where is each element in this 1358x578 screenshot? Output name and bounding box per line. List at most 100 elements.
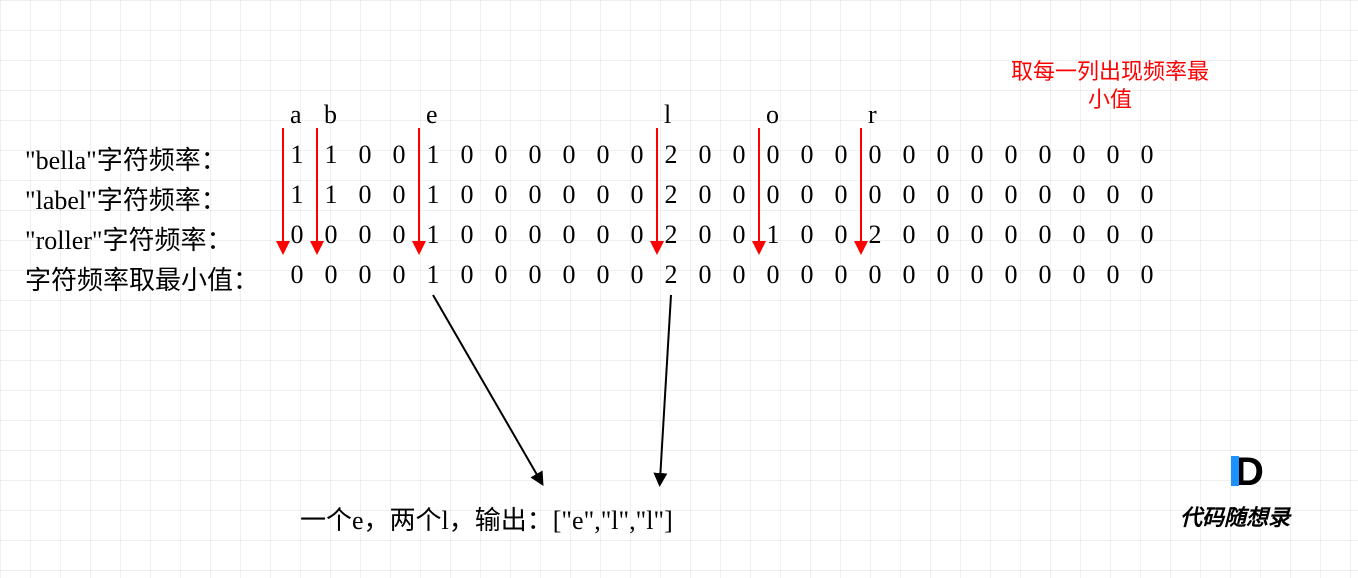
cell-3-7: 0 xyxy=(518,260,552,290)
column-header-b: b xyxy=(324,100,337,130)
cell-1-9: 0 xyxy=(586,180,620,210)
cell-0-2: 0 xyxy=(348,140,382,170)
cell-0-9: 0 xyxy=(586,140,620,170)
cell-0-6: 0 xyxy=(484,140,518,170)
cell-0-15: 0 xyxy=(790,140,824,170)
cell-1-3: 0 xyxy=(382,180,416,210)
cell-3-0: 0 xyxy=(280,260,314,290)
cell-2-22: 0 xyxy=(1028,220,1062,250)
cell-3-8: 0 xyxy=(552,260,586,290)
cell-0-13: 0 xyxy=(722,140,756,170)
annotation-line2: 小值 xyxy=(1088,87,1132,112)
column-header-e: e xyxy=(426,100,438,130)
cell-0-22: 0 xyxy=(1028,140,1062,170)
cell-1-16: 0 xyxy=(824,180,858,210)
cell-2-0: 0 xyxy=(280,220,314,250)
freq-row-2: 00001000000200100200000000 xyxy=(280,220,1164,250)
cell-1-6: 0 xyxy=(484,180,518,210)
cell-3-22: 0 xyxy=(1028,260,1062,290)
cell-3-6: 0 xyxy=(484,260,518,290)
cell-1-12: 0 xyxy=(688,180,722,210)
column-header-r: r xyxy=(868,100,877,130)
cell-0-8: 0 xyxy=(552,140,586,170)
row-label-0: "bella"字符频率： xyxy=(25,140,227,177)
cell-1-25: 0 xyxy=(1130,180,1164,210)
row-label-2: "roller"字符频率： xyxy=(25,220,233,257)
cell-3-24: 0 xyxy=(1096,260,1130,290)
cell-3-21: 0 xyxy=(994,260,1028,290)
cell-0-17: 0 xyxy=(858,140,892,170)
cell-3-14: 0 xyxy=(756,260,790,290)
cell-2-20: 0 xyxy=(960,220,994,250)
cell-2-6: 0 xyxy=(484,220,518,250)
cell-2-11: 2 xyxy=(654,220,688,250)
cell-2-24: 0 xyxy=(1096,220,1130,250)
freq-row-0: 11001000000200000000000000 xyxy=(280,140,1164,170)
cell-2-25: 0 xyxy=(1130,220,1164,250)
watermark-logo: D xyxy=(1235,450,1264,495)
cell-1-8: 0 xyxy=(552,180,586,210)
cell-2-5: 0 xyxy=(450,220,484,250)
cell-2-4: 1 xyxy=(416,220,450,250)
annotation-line1: 取每一列出现频率最 xyxy=(1011,59,1209,84)
cell-1-20: 0 xyxy=(960,180,994,210)
cell-0-16: 0 xyxy=(824,140,858,170)
cell-3-17: 0 xyxy=(858,260,892,290)
cell-2-17: 2 xyxy=(858,220,892,250)
cell-0-10: 0 xyxy=(620,140,654,170)
cell-0-18: 0 xyxy=(892,140,926,170)
cell-3-5: 0 xyxy=(450,260,484,290)
cell-3-19: 0 xyxy=(926,260,960,290)
cell-0-11: 2 xyxy=(654,140,688,170)
cell-1-4: 1 xyxy=(416,180,450,210)
watermark-text: 代码随想录 xyxy=(1180,500,1290,532)
cell-0-0: 1 xyxy=(280,140,314,170)
column-header-a: a xyxy=(290,100,302,130)
cell-1-5: 0 xyxy=(450,180,484,210)
cell-0-24: 0 xyxy=(1096,140,1130,170)
cell-1-15: 0 xyxy=(790,180,824,210)
cell-3-10: 0 xyxy=(620,260,654,290)
cell-1-2: 0 xyxy=(348,180,382,210)
cell-1-19: 0 xyxy=(926,180,960,210)
freq-row-3: 00001000000200000000000000 xyxy=(280,260,1164,290)
cell-2-19: 0 xyxy=(926,220,960,250)
cell-2-2: 0 xyxy=(348,220,382,250)
cell-1-23: 0 xyxy=(1062,180,1096,210)
cell-2-12: 0 xyxy=(688,220,722,250)
cell-2-15: 0 xyxy=(790,220,824,250)
cell-2-18: 0 xyxy=(892,220,926,250)
cell-2-23: 0 xyxy=(1062,220,1096,250)
cell-1-7: 0 xyxy=(518,180,552,210)
freq-row-1: 11001000000200000000000000 xyxy=(280,180,1164,210)
cell-0-7: 0 xyxy=(518,140,552,170)
cell-3-12: 0 xyxy=(688,260,722,290)
cell-0-4: 1 xyxy=(416,140,450,170)
cell-3-9: 0 xyxy=(586,260,620,290)
cell-0-12: 0 xyxy=(688,140,722,170)
cell-2-7: 0 xyxy=(518,220,552,250)
cell-1-10: 0 xyxy=(620,180,654,210)
cell-1-11: 2 xyxy=(654,180,688,210)
cell-3-13: 0 xyxy=(722,260,756,290)
diagram-layer: 取每一列出现频率最 小值 abelor "bella"字符频率：11001000… xyxy=(0,0,1358,578)
cell-1-18: 0 xyxy=(892,180,926,210)
cell-3-11: 2 xyxy=(654,260,688,290)
annotation-text: 取每一列出现频率最 小值 xyxy=(1000,58,1220,113)
cell-3-18: 0 xyxy=(892,260,926,290)
cell-2-10: 0 xyxy=(620,220,654,250)
cell-3-2: 0 xyxy=(348,260,382,290)
cell-1-17: 0 xyxy=(858,180,892,210)
cell-0-20: 0 xyxy=(960,140,994,170)
cell-2-1: 0 xyxy=(314,220,348,250)
cell-1-22: 0 xyxy=(1028,180,1062,210)
column-header-o: o xyxy=(766,100,779,130)
row-label-3: 字符频率取最小值： xyxy=(25,260,259,297)
cell-0-19: 0 xyxy=(926,140,960,170)
cell-1-0: 1 xyxy=(280,180,314,210)
cell-2-3: 0 xyxy=(382,220,416,250)
cell-3-20: 0 xyxy=(960,260,994,290)
cell-3-25: 0 xyxy=(1130,260,1164,290)
cell-3-3: 0 xyxy=(382,260,416,290)
cell-3-4: 1 xyxy=(416,260,450,290)
